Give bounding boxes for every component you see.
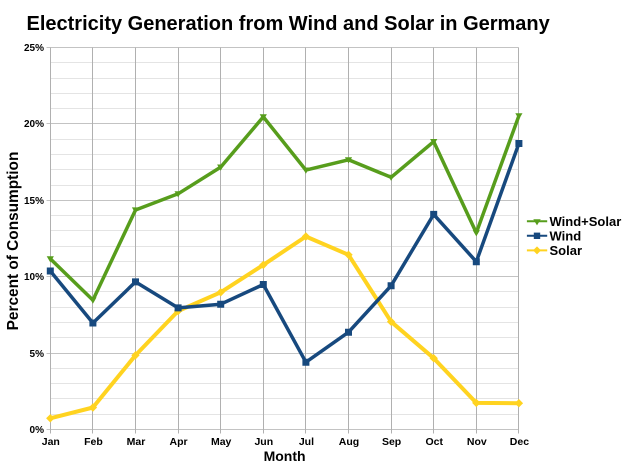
svg-text:Oct: Oct — [425, 436, 443, 448]
svg-text:Apr: Apr — [170, 436, 188, 448]
svg-text:Jun: Jun — [254, 436, 273, 448]
svg-text:Dec: Dec — [510, 436, 529, 448]
svg-text:Mar: Mar — [127, 436, 146, 448]
svg-text:Percent of Consumption: Percent of Consumption — [5, 152, 22, 331]
svg-text:5%: 5% — [30, 349, 45, 360]
svg-text:May: May — [211, 436, 232, 448]
svg-text:Solar: Solar — [550, 243, 583, 258]
svg-text:Feb: Feb — [84, 436, 103, 448]
svg-text:25%: 25% — [24, 43, 44, 54]
svg-text:Month: Month — [264, 448, 306, 464]
svg-text:Nov: Nov — [467, 436, 487, 448]
svg-text:Sep: Sep — [382, 436, 401, 448]
svg-text:10%: 10% — [24, 272, 44, 283]
svg-text:0%: 0% — [30, 425, 45, 436]
svg-text:Jan: Jan — [42, 436, 60, 448]
svg-text:Wind: Wind — [550, 228, 582, 243]
svg-text:15%: 15% — [24, 196, 44, 207]
svg-text:Aug: Aug — [339, 436, 359, 448]
svg-text:Wind+Solar: Wind+Solar — [550, 214, 622, 229]
svg-text:20%: 20% — [24, 119, 44, 130]
svg-text:Jul: Jul — [299, 436, 314, 448]
svg-text:Electricity Generation from Wi: Electricity Generation from Wind and Sol… — [27, 13, 551, 35]
